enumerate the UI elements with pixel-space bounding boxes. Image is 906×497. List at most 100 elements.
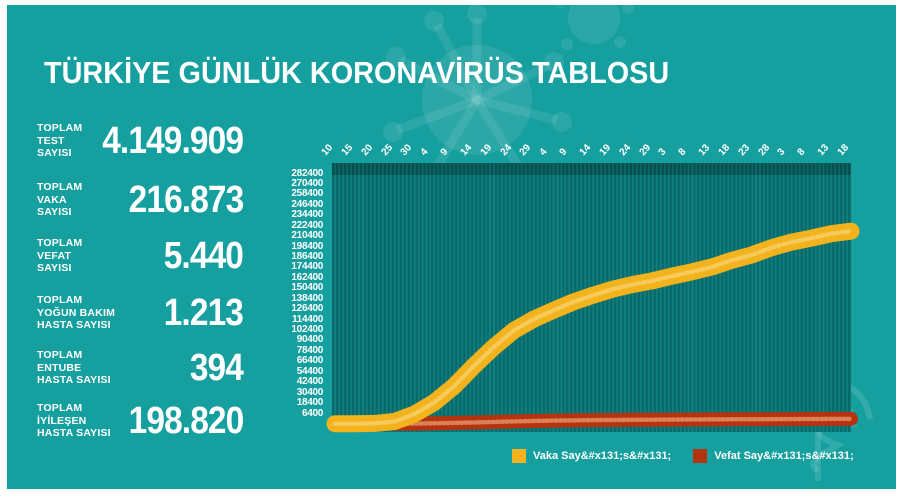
y-axis-tick-label: 162400	[291, 271, 323, 283]
y-axis-tick-label: 210400	[291, 230, 323, 242]
x-axis-tick-label: 3	[656, 146, 669, 158]
legend-label: Vefat Say&#x131;s&#x131;	[714, 450, 854, 462]
legend-item-cases: Vaka Say&#x131;s&#x131;	[512, 449, 671, 463]
y-axis-tick-label: 282400	[291, 167, 323, 179]
stat-label: TOPLAM İYİLEŞEN HASTA SAYISI	[37, 402, 113, 440]
y-axis-tick-label: 114400	[291, 313, 323, 325]
stat-label-line: TOPLAM	[37, 401, 83, 414]
stat-label-line: TOPLAM	[37, 348, 83, 361]
stat-label: TOPLAM VAKA SAYISI	[37, 181, 113, 219]
x-axis-tick-label: 15	[339, 142, 356, 158]
stat-label-line: YOĞUN BAKIM	[37, 306, 116, 319]
x-axis-tick-strip	[332, 163, 851, 175]
stat-total-icu: TOPLAM YOĞUN BAKIM HASTA SAYISI 1.213	[37, 287, 244, 339]
y-axis-tick-label: 234400	[291, 209, 323, 221]
x-axis-tick-label: 4	[418, 146, 431, 158]
stat-value: 5.440	[163, 234, 244, 277]
y-axis-tick-label: 30400	[296, 386, 324, 398]
y-axis-tick-label: 66400	[296, 355, 324, 367]
stat-value: 1.213	[163, 291, 244, 334]
x-axis-tick-label: 9	[557, 146, 570, 158]
stat-value: 394	[189, 346, 244, 389]
chart-plot-area	[332, 163, 851, 432]
x-axis-tick-label: 8	[676, 146, 689, 158]
stat-label-line: VEFAT	[37, 249, 72, 262]
stat-value: 4.149.909	[102, 119, 244, 162]
stat-label: TOPLAM VEFAT SAYISI	[37, 237, 135, 275]
x-axis-tick-label: 28	[756, 142, 772, 158]
y-axis-tick-label: 258400	[291, 188, 323, 200]
stat-label-line: TOPLAM	[37, 121, 83, 134]
y-axis-tick-label: 126400	[291, 303, 323, 315]
x-axis: 10 15 20 25 30 4 9 14 19 24 29 4 9 14 19 24 29 3 8 13 18 23 28…	[7, 5, 896, 165]
x-axis-tick-label: 4	[537, 146, 550, 158]
stat-label-line: SAYISI	[37, 206, 72, 219]
x-axis-tick-label: 24	[617, 142, 633, 158]
stat-label: TOPLAM TEST SAYISI	[37, 122, 83, 160]
stat-total-intubated: TOPLAM ENTUBE HASTA SAYISI 394	[37, 342, 244, 394]
x-axis-tick-label: 9	[438, 146, 451, 158]
dashboard-panel: TÜRKİYE GÜNLÜK KORONAVİRÜS TABLOSU TOPLA…	[7, 5, 896, 489]
cases-swatch-icon	[512, 449, 526, 463]
stat-label-line: TOPLAM	[37, 180, 83, 193]
deaths-swatch-icon	[693, 449, 708, 463]
stat-label-line: İYİLEŞEN	[37, 414, 87, 427]
stat-label-line: HASTA SAYISI	[37, 374, 111, 387]
stat-label-line: HASTA SAYISI	[37, 319, 111, 332]
y-axis-tick-label: 198400	[291, 240, 323, 252]
stat-label: TOPLAM ENTUBE HASTA SAYISI	[37, 349, 135, 387]
stat-value: 198.820	[128, 399, 244, 442]
x-axis-tick-label: 8	[795, 146, 808, 158]
stat-label-line: TOPLAM	[37, 236, 83, 249]
stat-total-tests: TOPLAM TEST SAYISI 4.149.909	[37, 115, 244, 167]
y-axis-tick-label: 90400	[296, 334, 324, 346]
x-axis-tick-label: 3	[776, 146, 788, 158]
x-axis-tick-label: 14	[577, 142, 594, 158]
x-axis-tick-label: 14	[458, 142, 475, 158]
legend-item-deaths: Vefat Say&#x131;s&#x131;	[693, 449, 854, 463]
virus-watermark-icon	[383, 5, 634, 189]
stat-label-line: SAYISI	[37, 262, 72, 275]
y-axis-tick-label: 54400	[296, 365, 324, 377]
x-axis-tick-label: 23	[736, 142, 752, 158]
stat-label-line: HASTA SAYISI	[37, 427, 111, 440]
stat-label-line: TOPLAM	[37, 293, 83, 306]
stat-total-cases: TOPLAM VAKA SAYISI 216.873	[37, 174, 244, 226]
y-axis-tick-label: 102400	[291, 324, 323, 336]
y-axis-tick-label: 6400	[301, 407, 323, 419]
x-axis-tick-label: 30	[398, 142, 415, 158]
stat-label-line: ENTUBE	[37, 361, 82, 374]
y-axis-tick-label: 246400	[291, 198, 323, 210]
y-axis-tick-label: 42400	[296, 376, 324, 388]
stat-label-line: SAYISI	[37, 147, 72, 160]
legend-label: Vaka Say&#x131;s&#x131;	[533, 450, 672, 462]
page-title: TÜRKİYE GÜNLÜK KORONAVİRÜS TABLOSU	[44, 55, 670, 90]
x-axis-tick-label: 24	[498, 142, 514, 158]
y-axis-tick-label: 222400	[291, 219, 323, 231]
chart-legend: Vaka Say&#x131;s&#x131; Vefat Say&#x131;…	[512, 449, 854, 463]
y-axis-tick-label: 138400	[291, 292, 323, 304]
x-axis-tick-label: 20	[359, 142, 375, 158]
y-axis-tick-label: 270400	[291, 177, 323, 189]
x-axis-tick-label: 29	[518, 142, 534, 158]
x-axis-tick-label: 18	[835, 142, 852, 158]
x-axis-tick-label: 19	[597, 142, 614, 158]
stat-label-line: VAKA	[37, 193, 67, 206]
stat-label: TOPLAM YOĞUN BAKIM HASTA SAYISI	[37, 294, 135, 332]
x-axis-tick-label: 29	[637, 142, 653, 158]
x-axis-tick-label: 10	[319, 142, 336, 158]
x-axis-tick-label: 25	[379, 142, 395, 158]
y-axis: 282400 270400 258400 246400 234400 222400 2104…	[257, 5, 327, 489]
y-axis-tick-label: 174400	[291, 261, 323, 273]
x-axis-tick-label: 13	[696, 142, 713, 158]
y-axis-tick-label: 78400	[296, 344, 324, 356]
stat-label-line: TEST	[37, 134, 65, 147]
x-axis-tick-label: 18	[716, 142, 733, 158]
stat-total-recovered: TOPLAM İYİLEŞEN HASTA SAYISI 198.820	[37, 395, 244, 447]
y-axis-tick-label: 18400	[296, 397, 324, 409]
y-axis-tick-label: 186400	[291, 250, 323, 262]
stat-value: 216.873	[128, 178, 244, 221]
x-axis-tick-label: 13	[815, 142, 832, 158]
x-axis-tick-label: 19	[478, 142, 494, 158]
y-axis-tick-label: 150400	[291, 282, 323, 294]
